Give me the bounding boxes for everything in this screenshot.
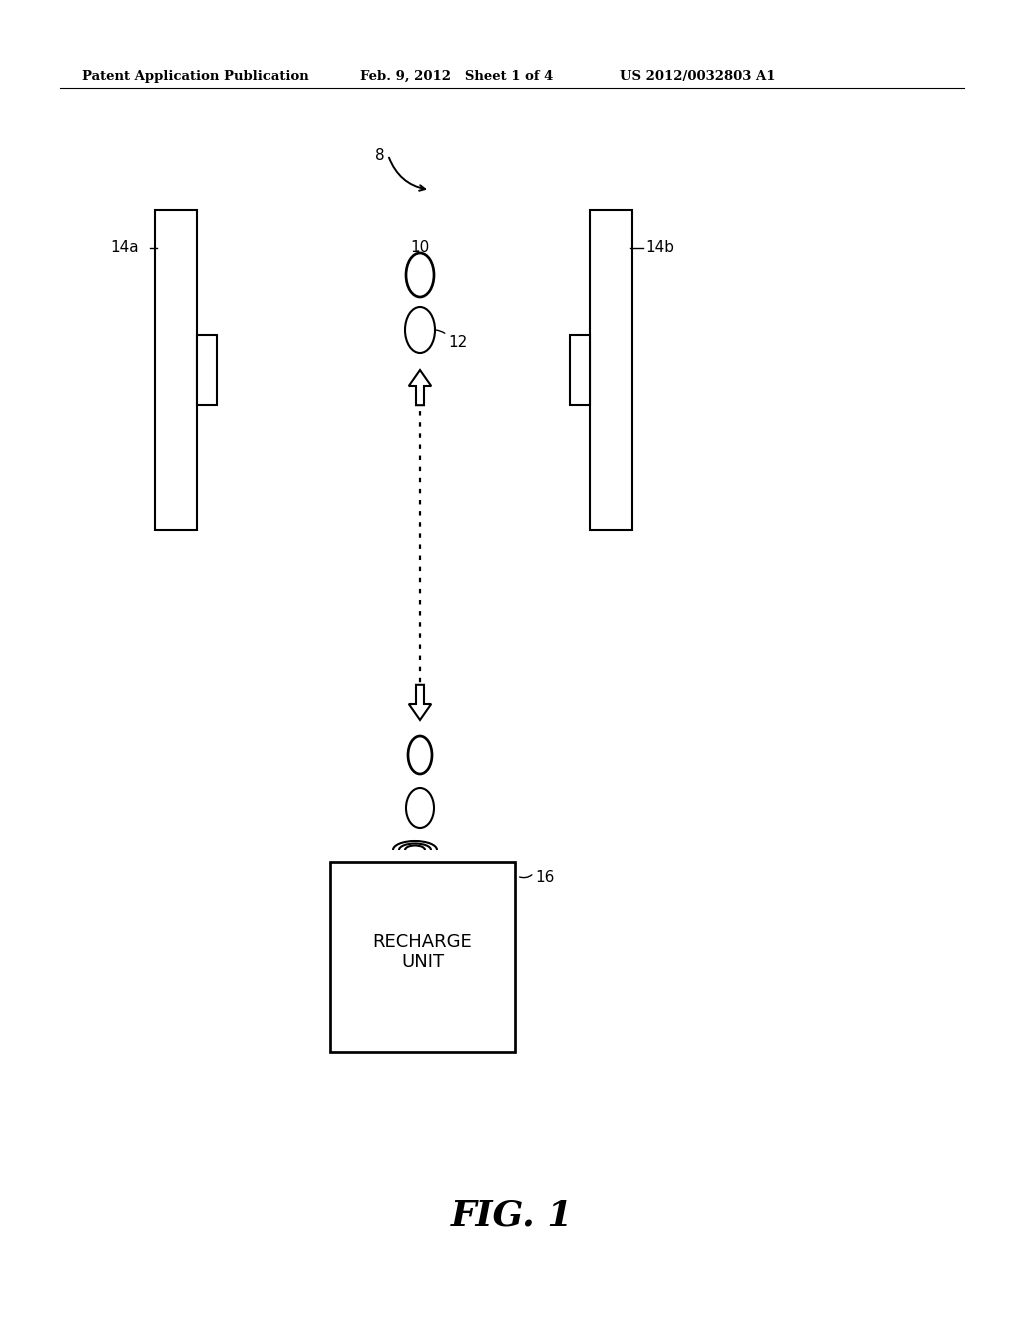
Polygon shape [409,370,431,405]
Ellipse shape [406,308,435,352]
Text: 16: 16 [535,870,554,884]
Text: Feb. 9, 2012   Sheet 1 of 4: Feb. 9, 2012 Sheet 1 of 4 [360,70,553,83]
Ellipse shape [406,253,434,297]
Text: 8: 8 [375,148,385,162]
Text: Patent Application Publication: Patent Application Publication [82,70,309,83]
Polygon shape [409,685,431,719]
Bar [330,862,515,1052]
Text: 14b: 14b [645,240,674,255]
Bar [590,210,632,531]
Bar [155,210,197,531]
Bar [197,335,217,405]
Text: FIG. 1: FIG. 1 [451,1199,573,1232]
Ellipse shape [408,737,432,774]
Text: RECHARGE
UNIT: RECHARGE UNIT [373,933,472,972]
Text: 14a: 14a [110,240,138,255]
Text: 10: 10 [410,240,429,255]
Bar [570,335,590,405]
Ellipse shape [406,788,434,828]
Text: 12: 12 [449,335,467,350]
Text: US 2012/0032803 A1: US 2012/0032803 A1 [620,70,775,83]
